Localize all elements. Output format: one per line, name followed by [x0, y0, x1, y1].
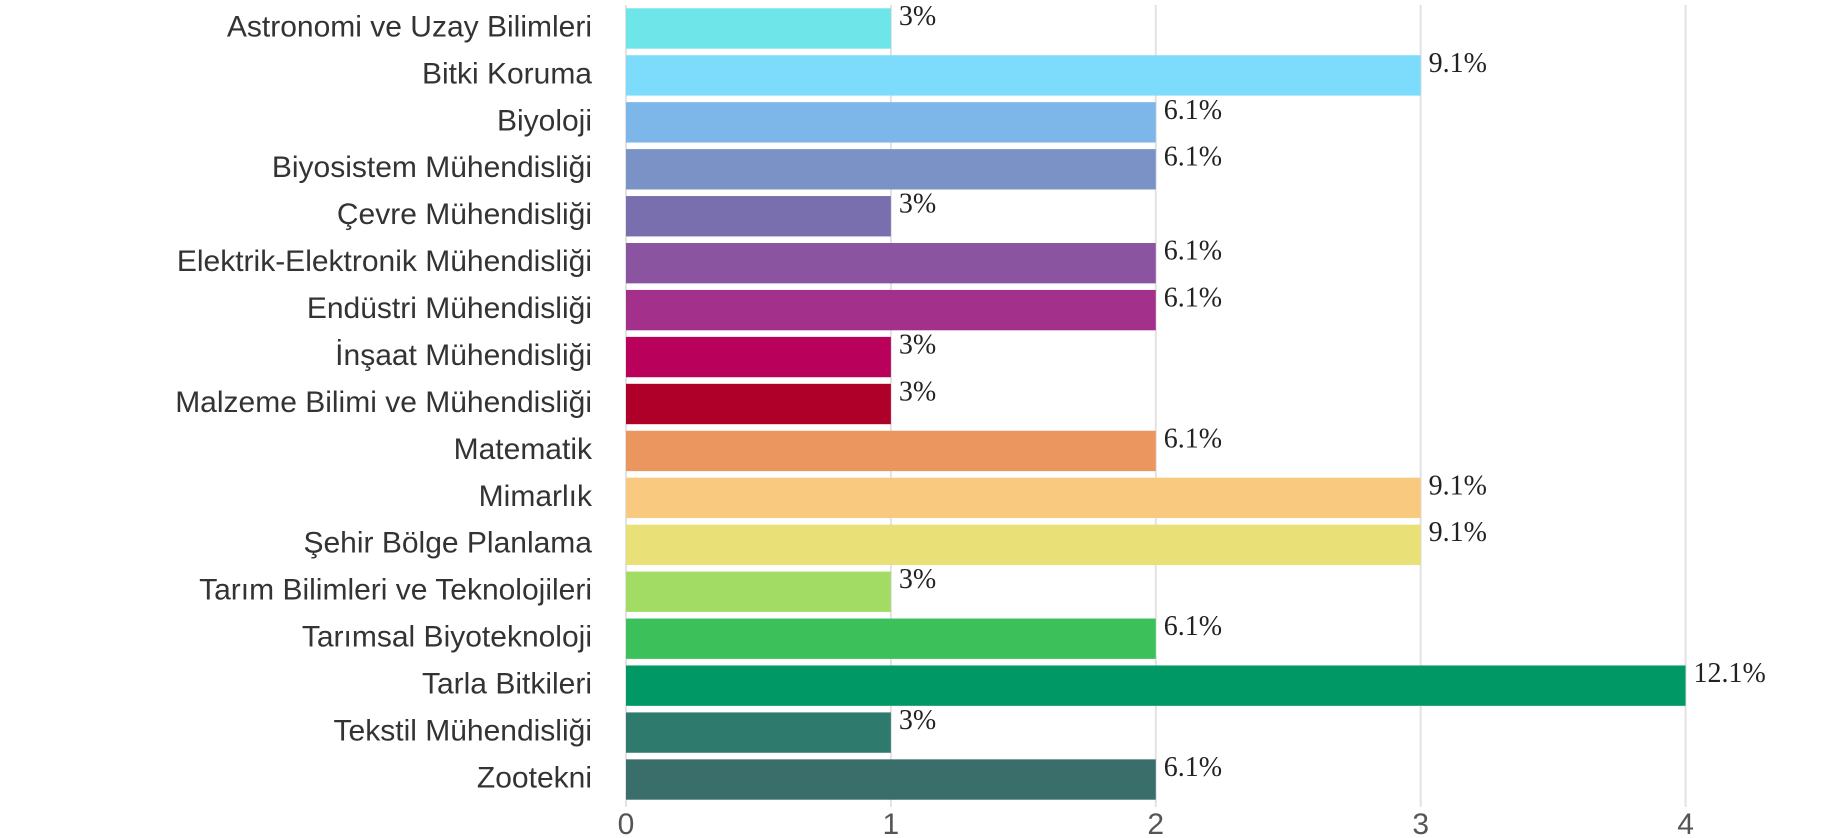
data-label: 3%	[899, 376, 936, 407]
bar	[626, 759, 1156, 800]
y-tick-label: Elektrik-Elektronik Mühendisliği	[177, 245, 592, 278]
data-label: 3%	[899, 705, 936, 736]
bar	[626, 383, 891, 425]
y-tick-label: Tekstil Mühendisliği	[334, 715, 592, 748]
y-tick-label: Endüstri Mühendisliği	[307, 292, 592, 325]
y-tick-label: Çevre Mühendisliği	[337, 198, 592, 231]
x-tick-label: 4	[1677, 808, 1694, 838]
bar	[626, 336, 891, 378]
y-tick-label: Malzeme Bilimi ve Mühendisliği	[175, 386, 592, 419]
data-label: 6.1%	[1164, 142, 1222, 173]
y-tick-label: Tarla Bitkileri	[422, 668, 592, 701]
y-tick-label: Biyosistem Mühendisliği	[272, 151, 592, 184]
data-label: 12.1%	[1694, 658, 1766, 689]
data-label: 3%	[899, 1, 936, 32]
data-label: 9.1%	[1429, 48, 1487, 79]
data-label: 6.1%	[1164, 283, 1222, 314]
y-tick-label: Tarımsal Biyoteknoloji	[302, 621, 592, 654]
data-label: 3%	[899, 564, 936, 595]
data-label: 9.1%	[1429, 470, 1487, 501]
y-tick-label: Şehir Bölge Planlama	[303, 527, 592, 560]
data-label: 6.1%	[1164, 236, 1222, 267]
bar	[626, 242, 1156, 284]
y-tick-label: Zootekni	[477, 761, 592, 794]
data-label: 6.1%	[1164, 752, 1222, 783]
bar	[626, 665, 1686, 706]
bar	[626, 618, 1156, 659]
y-tick-label: Tarım Bilimleri ve Teknolojileri	[199, 574, 592, 607]
bar	[626, 712, 891, 753]
bar	[626, 149, 1156, 190]
y-tick-label: Biyoloji	[497, 104, 592, 137]
bar	[626, 55, 1421, 96]
x-tick-label: 3	[1412, 808, 1429, 838]
y-tick-label: İnşaat Mühendisliği	[335, 339, 592, 372]
bar	[626, 430, 1156, 472]
bar	[626, 289, 1156, 331]
bar	[626, 196, 891, 237]
bar	[626, 102, 1156, 143]
x-tick-label: 0	[618, 808, 635, 838]
data-label: 6.1%	[1164, 95, 1222, 126]
bar	[626, 8, 891, 49]
data-label: 9.1%	[1429, 517, 1487, 548]
data-label: 3%	[899, 189, 936, 220]
bar	[626, 477, 1421, 519]
y-tick-label: Mimarlık	[479, 480, 593, 513]
x-tick-label: 1	[883, 808, 900, 838]
y-tick-label: Astronomi ve Uzay Bilimleri	[227, 10, 592, 43]
data-label: 6.1%	[1164, 611, 1222, 642]
data-label: 6.1%	[1164, 423, 1222, 454]
y-tick-label: Bitki Koruma	[422, 57, 592, 90]
x-tick-label: 2	[1147, 808, 1164, 838]
data-label: 3%	[899, 329, 936, 360]
bar	[626, 524, 1421, 566]
bar	[626, 571, 891, 612]
y-tick-label: Matematik	[454, 433, 593, 466]
